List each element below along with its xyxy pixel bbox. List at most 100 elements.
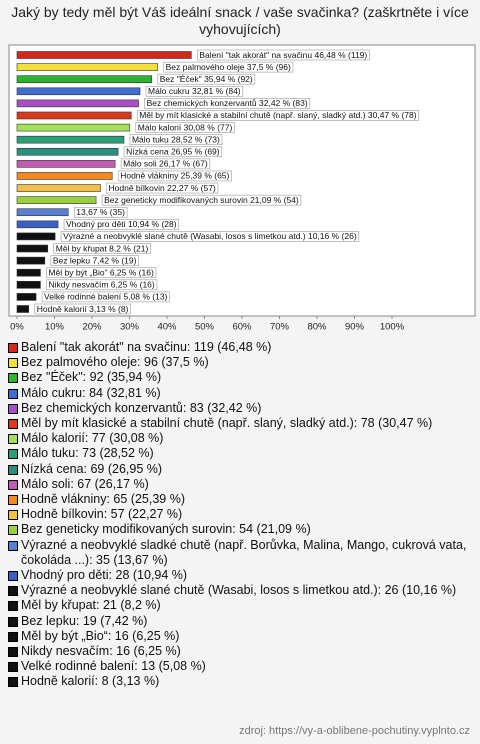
value-label-group: Nikdy nesvačím 6,25 % (16) [46,279,158,291]
bar [16,220,59,229]
value-label-group: Málo tuku 28,52 % (73) [129,134,223,145]
legend-swatch [8,662,18,673]
x-tick-label: 90% [345,322,365,333]
value-label: Málo tuku 28,52 % (73) [132,134,220,144]
legend-entry: Vhodný pro děti: 28 (10,94 %) [8,568,470,583]
legend-swatch [8,540,18,551]
legend-entry: Bez "Éček": 92 (35,94 %) [8,370,470,385]
value-label: Balení "tak akorát" na svačinu 46,48 % (… [199,50,367,60]
x-tick-label: 20% [82,322,102,333]
value-label-box [46,267,157,279]
legend-swatch [8,631,18,642]
legend-label: Bez "Éček": 92 (35,94 %) [21,370,162,385]
legend-entry: Bez lepku: 19 (7,42 %) [8,614,470,629]
value-label-group: Hodně kalorií 3,13 % (8) [34,303,131,315]
value-label-group: Málo soli 26,17 % (67) [120,158,211,170]
value-label-box [46,279,158,291]
value-label-group: Bez palmového oleje 37,5 % (96) [163,61,294,73]
x-tick-label: 80% [307,322,327,333]
legend-entry: Bez chemických konzervantů: 83 (32,42 %) [8,401,470,416]
bar [16,51,192,59]
x-tick-label: 40% [157,322,177,333]
legend-label: Bez chemických konzervantů: 83 (32,42 %) [21,400,262,415]
value-label-box [106,182,219,194]
legend-entry: Měl by mít klasické a stabilní chutě (na… [8,416,470,431]
value-label: Bez geneticky modifikovaných surovin 21,… [104,195,299,205]
legend-swatch [8,677,18,688]
x-tick-label: 30% [120,322,140,333]
legend-swatch [8,343,18,353]
legend-label: Velké rodinné balení: 13 (5,08 %) [21,659,206,674]
value-label: Měl by mít klasické a stabilní chutě (na… [139,110,416,120]
value-label: Málo cukru 32,81 % (84) [148,86,241,96]
value-label-box [34,303,131,315]
legend-label: Málo kalorií: 77 (30,08 %) [21,431,164,446]
legend-label: Nízká cena: 69 (26,95 %) [21,461,163,476]
legend-label: Výrazné a neobvyklé slané chutě (Wasabi,… [21,583,457,598]
legend-label: Hodně bílkovin: 57 (22,27 %) [21,507,183,522]
bar [16,99,139,108]
legend-entry: Měl by být „Bio“: 16 (6,25 %) [8,629,470,644]
value-label-box [41,291,170,303]
legend-swatch [8,479,18,490]
legend-entry: Málo kalorií: 77 (30,08 %) [8,431,470,446]
value-label-group: Málo cukru 32,81 % (84) [145,85,244,97]
legend-label: Hodně kalorií: 8 (3,13 %) [21,674,160,689]
chart: 0% 10% 20% 30% 40% 50% 60% 70% 80% 90% 100% Balení … [8,44,476,333]
legend-label: Nikdy nesvačím: 16 (6,25 %) [21,644,181,659]
legend-entry: Bez palmového oleje: 96 (37,5 %) [8,355,470,370]
legend-swatch [8,419,18,430]
value-label-box [73,206,128,218]
value-label: Vhodný pro děti 10,94 % (28) [66,219,177,229]
value-label-box [101,194,302,206]
bar [16,87,141,96]
value-label-group: Bez chemických konzervantů 32,42 % (83) [144,98,311,109]
legend-swatch [8,647,18,658]
legend-entry: Málo cukru: 84 (32,81 %) [8,386,470,401]
value-label: Hodně vlákniny 25,39 % (65) [120,171,229,181]
value-label-group: Měl by křupat 8,2 % (21) [53,243,151,254]
bar [16,75,153,83]
bar [16,123,131,132]
x-tick-label: 70% [270,322,290,333]
bar [16,232,56,241]
legend-entry: Bez geneticky modifikovaných surovin: 54… [8,522,470,537]
x-tick-label: 100% [380,322,405,333]
value-label-box [129,134,223,145]
x-tick-label: 10% [45,322,65,333]
legend-swatch [8,358,18,369]
x-tick-label: 0% [10,322,24,333]
legend-entry: Nízká cena: 69 (26,95 %) [8,462,470,477]
legend-entry: Hodně bílkovin: 57 (22,27 %) [8,507,470,522]
value-label-box [135,122,235,133]
legend-entry: Nikdy nesvačím: 16 (6,25 %) [8,644,470,659]
value-label: Málo kalorií 30,08 % (77) [138,122,233,132]
legend-label: Vhodný pro děti: 28 (10,94 %) [21,568,188,583]
legend-entry: Hodně kalorií: 8 (3,13 %) [8,674,470,689]
legend-swatch [8,525,18,536]
value-label-group: Hodně vlákniny 25,39 % (65) [117,170,232,182]
value-label-group: Bez "Éček" 35,94 % (92) [157,73,256,85]
value-label-box [136,110,420,121]
value-label-box [197,49,370,61]
bar [16,244,49,253]
bar [16,268,41,277]
chart-title: Jaký by tedy měl být Váš ideální snack /… [11,4,469,37]
legend-label: Hodně vlákniny: 65 (25,39 %) [21,492,185,507]
legend-swatch [8,586,18,597]
legend-label: Málo soli: 67 (26,17 %) [21,476,149,491]
legend-entry: Výrazné a neobvyklé slané chutě (Wasabi,… [8,583,470,598]
legend-label: Měl by být „Bio“: 16 (6,25 %) [21,628,180,643]
legend-swatch [8,388,18,399]
value-label: Bez "Éček" 35,94 % (92) [160,74,253,84]
value-label-group: 13,67 % (35) [73,206,128,218]
legend-label: Měl by křupat: 21 (8,2 %) [21,598,161,613]
legend-entry: Velké rodinné balení: 13 (5,08 %) [8,659,470,674]
legend-swatch [8,510,18,521]
value-label-box [163,61,294,73]
value-label-group: Málo kalorií 30,08 % (77) [135,122,235,133]
legend-swatch [8,495,18,506]
value-label: Měl by křupat 8,2 % (21) [56,243,149,253]
value-label-box [50,255,139,266]
legend-label: Málo tuku: 73 (28,52 %) [21,446,154,461]
